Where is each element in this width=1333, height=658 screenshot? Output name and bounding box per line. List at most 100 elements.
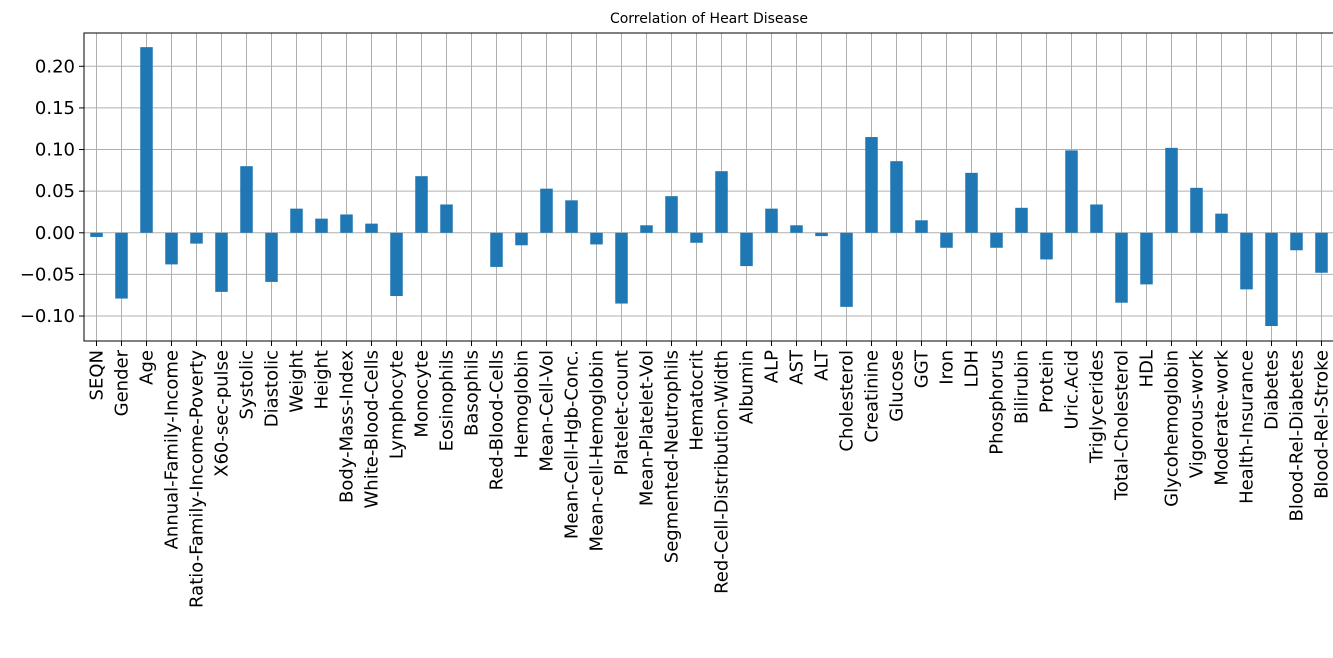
bar bbox=[340, 214, 353, 233]
bar bbox=[590, 232, 603, 245]
x-tick-label: Cholesterol bbox=[837, 350, 858, 452]
x-tick-label: Red-Blood-Cells bbox=[487, 350, 508, 490]
bar bbox=[140, 47, 153, 233]
x-tick-label: Iron bbox=[937, 350, 958, 385]
bar bbox=[990, 232, 1003, 248]
bar bbox=[565, 200, 578, 233]
x-tick-label: White-Blood-Cells bbox=[362, 350, 383, 509]
bar bbox=[390, 232, 403, 297]
bar bbox=[865, 137, 878, 233]
bar bbox=[1165, 147, 1178, 233]
x-tick-label: Hemoglobin bbox=[512, 350, 533, 458]
x-tick-label: Mean-Cell-Hgb-Conc. bbox=[562, 350, 583, 539]
x-tick-label: Basophils bbox=[462, 350, 483, 436]
bar bbox=[690, 232, 703, 243]
bar bbox=[1140, 232, 1153, 285]
y-tick-label: 0.20 bbox=[35, 56, 75, 77]
y-tick-label: 0.15 bbox=[35, 98, 75, 119]
bar bbox=[1265, 232, 1278, 327]
bar bbox=[315, 218, 328, 233]
bars-group bbox=[90, 47, 1328, 327]
bar bbox=[765, 208, 778, 233]
bar bbox=[240, 166, 253, 233]
bar bbox=[1315, 232, 1328, 273]
x-tick-label: Red-Cell-Distribution-Width bbox=[712, 350, 733, 594]
x-tick-label: Segmented-Neutrophils bbox=[662, 350, 683, 563]
x-tick-label: Weight bbox=[287, 350, 308, 413]
y-tick-label: 0.00 bbox=[35, 223, 75, 244]
x-tick-label: Platelet-count bbox=[612, 350, 633, 475]
x-tick-label: Mean-cell-Hemoglobin bbox=[587, 350, 608, 551]
bar bbox=[840, 232, 853, 307]
bar bbox=[1190, 187, 1203, 233]
y-tick-label: −0.05 bbox=[20, 264, 75, 285]
bar bbox=[940, 232, 953, 248]
x-tick-label: LDH bbox=[962, 350, 983, 387]
x-tick-label: Age bbox=[137, 350, 158, 385]
x-tick-label: SEQN bbox=[87, 350, 108, 400]
bar bbox=[1090, 204, 1103, 233]
y-tick-label: 0.05 bbox=[35, 181, 75, 202]
x-tick-label: Albumin bbox=[737, 350, 758, 424]
x-tick-label: ALP bbox=[762, 350, 783, 383]
x-tick-label: Height bbox=[312, 350, 333, 410]
chart-title: Correlation of Heart Disease bbox=[610, 11, 808, 27]
bar bbox=[815, 232, 828, 237]
bar bbox=[190, 232, 203, 244]
x-tick-label: GGT bbox=[912, 349, 933, 388]
x-tick-label: ALT bbox=[812, 349, 833, 381]
bar bbox=[890, 161, 903, 233]
x-tick-label: Mean-Cell-Vol bbox=[537, 350, 558, 472]
x-tick-label: Monocyte bbox=[412, 350, 433, 438]
bar bbox=[165, 232, 178, 265]
x-tick-label: AST bbox=[787, 349, 808, 385]
x-tick-label: Total-Cholesterol bbox=[1112, 350, 1133, 501]
x-tick-label: Bilirubin bbox=[1012, 350, 1033, 424]
x-tick-label: Vigorous-work bbox=[1187, 349, 1208, 478]
grid-lines bbox=[84, 33, 1333, 341]
bar bbox=[115, 232, 128, 299]
y-tick-label: −0.10 bbox=[20, 306, 75, 327]
bar bbox=[965, 172, 978, 233]
bar bbox=[915, 220, 928, 233]
bar bbox=[440, 204, 453, 233]
bar bbox=[1115, 232, 1128, 303]
plot-frame bbox=[83, 32, 1333, 342]
bar bbox=[1015, 207, 1028, 233]
x-tick-label: Systolic bbox=[237, 350, 258, 419]
x-tick-label: Blood-Rel-Diabetes bbox=[1287, 350, 1308, 521]
bar bbox=[540, 188, 553, 233]
x-tick-label: Hematocrit bbox=[687, 350, 708, 451]
x-tick-label: Lymphocyte bbox=[387, 350, 408, 459]
bar bbox=[490, 232, 503, 267]
x-tick-label: Health-Insurance bbox=[1237, 350, 1258, 504]
bar bbox=[715, 171, 728, 233]
x-tick-label: Diabetes bbox=[1262, 350, 1283, 430]
x-tick-label: X60-sec-pulse bbox=[212, 350, 233, 477]
x-tick-label: Glucose bbox=[887, 350, 908, 422]
x-tick-label: HDL bbox=[1137, 350, 1158, 387]
y-tick-label: 0.10 bbox=[35, 140, 75, 161]
bar bbox=[790, 225, 803, 233]
x-axis: SEQN Gender Age Annual-Family-Income Ratio-F… bbox=[87, 341, 1333, 608]
x-tick-label: Creatinine bbox=[862, 350, 883, 443]
bar bbox=[1040, 232, 1053, 260]
y-axis: −0.10 −0.05 0.00 0.05 0.10 0.15 0.20 bbox=[20, 56, 84, 327]
bar bbox=[1215, 213, 1228, 233]
x-tick-label: Mean-Platelet-Vol bbox=[637, 350, 658, 506]
bar bbox=[740, 232, 753, 267]
bar bbox=[215, 232, 228, 292]
x-tick-label: Blood-Rel-Stroke bbox=[1312, 350, 1333, 499]
bar bbox=[665, 196, 678, 233]
bar bbox=[1240, 232, 1253, 290]
bar bbox=[640, 225, 653, 233]
x-tick-label: Ratio-Family-Income-Poverty bbox=[187, 350, 208, 608]
x-tick-label: Annual-Family-Income bbox=[162, 350, 183, 549]
bar bbox=[515, 232, 528, 246]
x-tick-label: Diastolic bbox=[262, 350, 283, 427]
bar bbox=[265, 232, 278, 282]
x-tick-label: Body-Mass-Index bbox=[337, 350, 358, 503]
bar bbox=[1290, 232, 1303, 251]
bar bbox=[615, 232, 628, 304]
